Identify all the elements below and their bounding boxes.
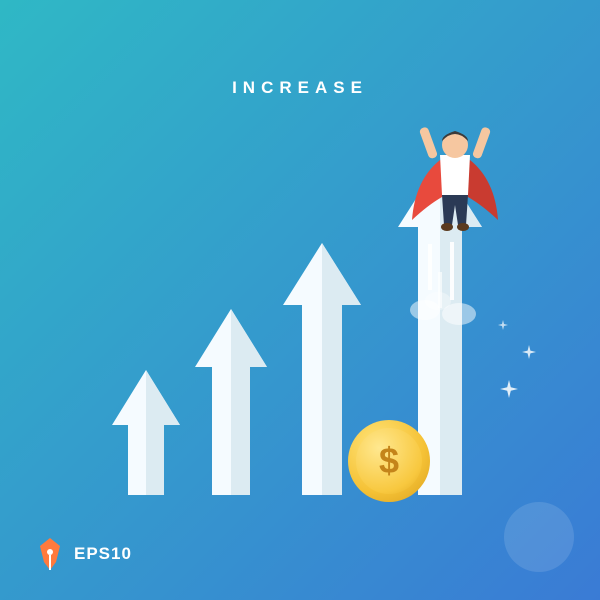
arrow-bar-2 [195, 309, 267, 495]
sparkle-icon [500, 380, 518, 398]
eps-badge: EPS10 [36, 538, 132, 570]
arrow-bar-1 [112, 370, 180, 495]
sparkle-icon [498, 320, 508, 330]
sparkle-icon [522, 345, 536, 359]
dollar-coin-icon: $ [348, 420, 430, 502]
page-title: INCREASE [232, 78, 368, 98]
superhero-person-icon [410, 125, 480, 245]
smoke-icon [425, 292, 451, 310]
badge-label: EPS10 [74, 544, 132, 564]
coin-symbol: $ [379, 440, 399, 482]
watermark-icon [504, 502, 574, 572]
pen-nib-icon [36, 538, 64, 570]
